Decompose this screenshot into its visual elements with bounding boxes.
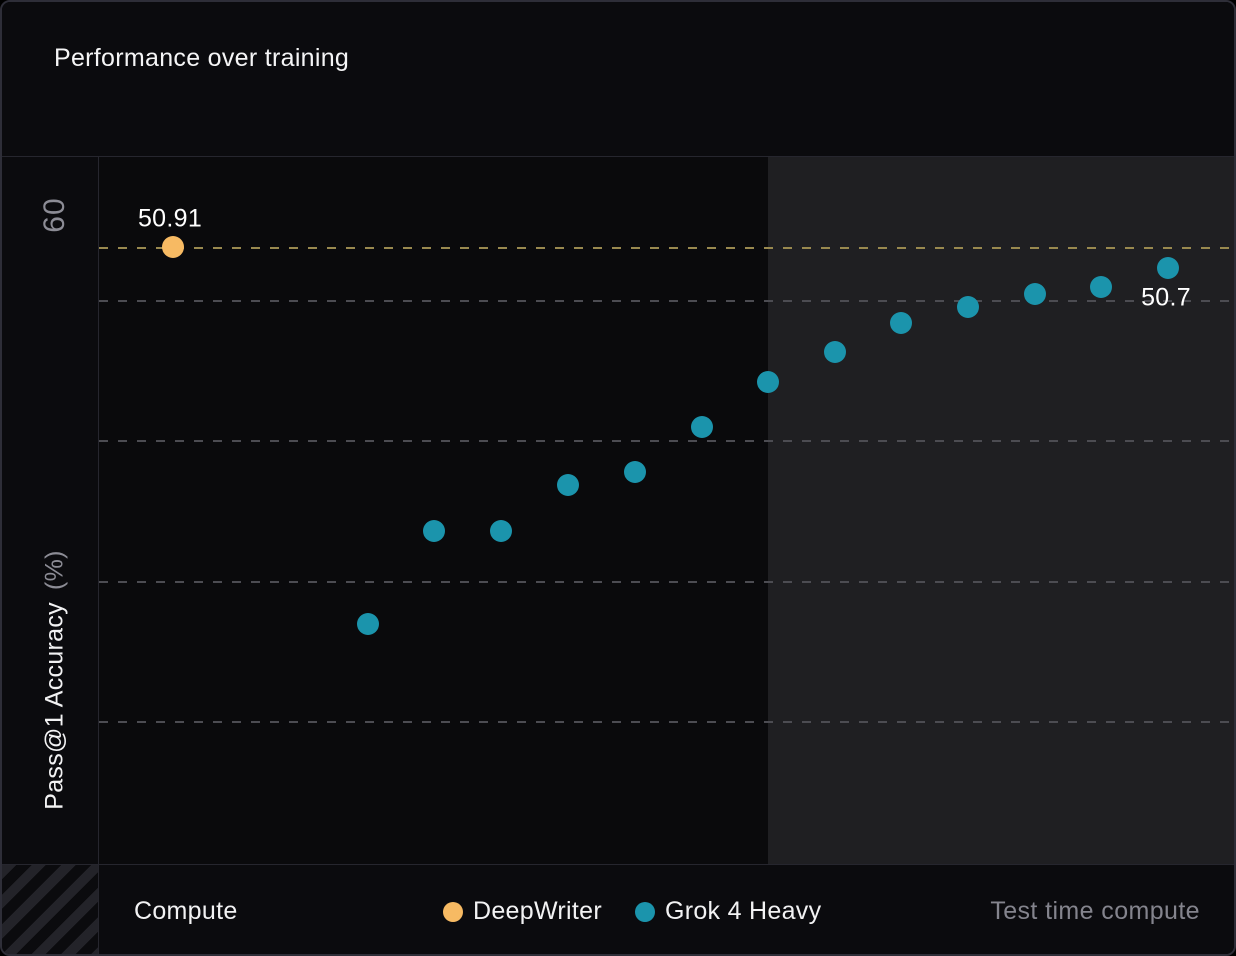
data-point-grok-4-heavy[interactable] bbox=[357, 613, 379, 635]
data-point-grok-4-heavy[interactable] bbox=[890, 312, 912, 334]
legend-dot-icon bbox=[443, 901, 463, 922]
data-point-grok-4-heavy[interactable] bbox=[1090, 276, 1112, 298]
data-point-grok-4-heavy[interactable] bbox=[490, 520, 512, 542]
chart-footer: Compute DeepWriter Grok 4 Heavy Test time… bbox=[2, 864, 1234, 954]
data-point-grok-4-heavy[interactable] bbox=[824, 341, 846, 363]
gridline bbox=[99, 300, 1234, 302]
chart-title: Performance over training bbox=[54, 44, 350, 72]
data-point-grok-4-heavy[interactable] bbox=[557, 474, 579, 496]
data-point-grok-4-heavy[interactable] bbox=[957, 296, 979, 318]
gridline bbox=[99, 440, 1234, 442]
data-point-grok-4-heavy[interactable] bbox=[757, 371, 779, 393]
point-value-label-deepwriter: 50.91 bbox=[137, 204, 203, 233]
legend-label: DeepWriter bbox=[473, 897, 602, 925]
data-point-grok-4-heavy[interactable] bbox=[423, 520, 445, 542]
legend-item-grok-4-heavy[interactable]: Grok 4 Heavy bbox=[634, 897, 822, 926]
gridline bbox=[99, 721, 1234, 723]
test-time-compute-region bbox=[768, 157, 1234, 864]
legend: DeepWriter Grok 4 Heavy bbox=[443, 865, 822, 954]
gridline bbox=[99, 581, 1234, 583]
legend-dot-icon bbox=[634, 901, 655, 922]
legend-label: Grok 4 Heavy bbox=[664, 897, 822, 925]
test-time-compute-label: Test time compute bbox=[990, 897, 1200, 925]
y-axis-tick-60: 60 bbox=[38, 197, 71, 233]
chart-header: Performance over training bbox=[2, 2, 1234, 157]
y-axis-label-text: Pass@1 Accuracy bbox=[40, 602, 69, 810]
y-axis-label: Pass@1 Accuracy (%) bbox=[41, 550, 70, 810]
data-point-grok-4-heavy[interactable] bbox=[624, 461, 646, 483]
y-axis: 60 Pass@1 Accuracy (%) bbox=[2, 157, 99, 864]
data-point-grok-4-heavy[interactable] bbox=[1157, 257, 1179, 279]
data-point-grok-4-heavy[interactable] bbox=[1024, 283, 1046, 305]
accent-gridline bbox=[99, 247, 1234, 249]
plot-area: 50.91 50.7 bbox=[99, 157, 1234, 864]
y-axis-unit: (%) bbox=[40, 550, 69, 591]
legend-item-deepwriter[interactable]: DeepWriter bbox=[443, 897, 602, 926]
data-point-grok-4-heavy[interactable] bbox=[691, 416, 713, 438]
data-point-deepwriter[interactable] bbox=[162, 236, 184, 258]
x-axis-label: Compute bbox=[134, 897, 238, 925]
hatched-corner-tile bbox=[2, 865, 99, 954]
point-value-label-grok-4-heavy: 50.7 bbox=[1141, 283, 1191, 312]
